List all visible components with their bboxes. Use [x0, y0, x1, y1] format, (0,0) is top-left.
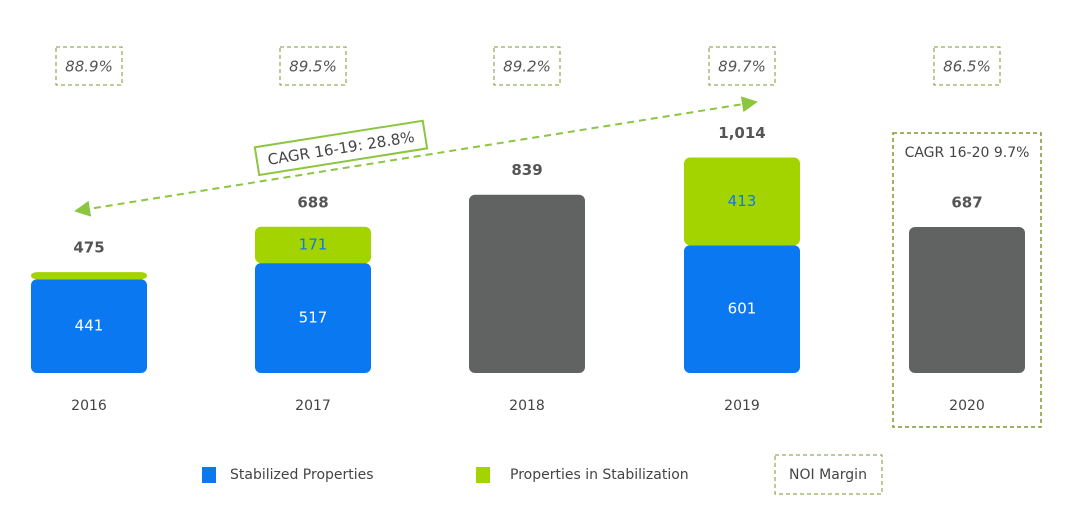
- margin-label: 88.9%: [65, 58, 113, 76]
- x-tick-label: 2018: [509, 398, 545, 414]
- data-label: 601: [728, 300, 757, 318]
- bar-segment: [255, 226, 371, 264]
- bar: [469, 194, 585, 373]
- margin-box: [493, 46, 561, 86]
- margin-label: 89.2%: [503, 58, 551, 76]
- bar-segment: [255, 263, 371, 373]
- x-tick-label: 2016: [71, 398, 107, 414]
- bar-segment: [31, 272, 147, 280]
- margin-box: [55, 46, 123, 86]
- margin-label: 89.5%: [289, 58, 337, 76]
- bar: [909, 227, 1025, 373]
- x-tick-label: 2020: [949, 398, 985, 414]
- x-tick-label: 2017: [295, 398, 331, 414]
- total-label: 839: [511, 161, 542, 179]
- cagr-2020-box: [892, 132, 1042, 428]
- total-label: 687: [951, 194, 982, 212]
- margin-box: [708, 46, 776, 86]
- cagr-label: CAGR 16-20 9.7%: [905, 145, 1030, 161]
- cagr-box: [253, 119, 429, 177]
- margin-box: [279, 46, 347, 86]
- data-label: 171: [299, 235, 328, 253]
- legend-swatch: [202, 467, 216, 483]
- data-label: 517: [299, 309, 328, 327]
- cagr-arrow: [74, 96, 758, 217]
- margin-label: 89.7%: [718, 58, 766, 76]
- total-label: 1,014: [718, 124, 765, 142]
- margin-box: [933, 46, 1001, 86]
- x-tick-label: 2019: [724, 398, 760, 414]
- bar-segment: [684, 157, 800, 246]
- legend-label: Stabilized Properties: [230, 467, 374, 483]
- total-label: 475: [73, 239, 104, 257]
- data-label: 441: [75, 317, 104, 335]
- data-label: 413: [728, 192, 757, 210]
- legend-label: Properties in Stabilization: [510, 467, 689, 483]
- legend-swatch: [476, 467, 490, 483]
- total-label: 688: [297, 193, 328, 211]
- bar-segment: [31, 279, 147, 373]
- margin-label: 86.5%: [943, 58, 991, 76]
- bar-segment: [684, 245, 800, 373]
- legend-label: NOI Margin: [789, 467, 867, 483]
- cagr-1619: CAGR 16-19: 28.8%: [253, 119, 429, 177]
- legend-box: [774, 454, 883, 495]
